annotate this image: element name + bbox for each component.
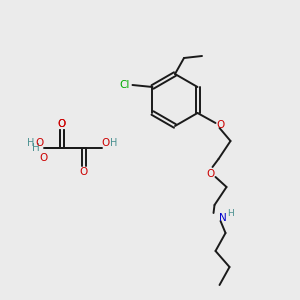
Text: O: O [58,119,66,129]
Text: O: O [216,120,225,130]
Text: O: O [58,119,66,129]
Text: O: O [102,138,110,148]
Text: H: H [110,138,118,148]
Text: O: O [36,138,44,148]
Text: H: H [227,209,234,218]
Text: O: O [206,169,214,179]
Text: H: H [32,143,40,153]
Text: O: O [40,153,48,163]
Text: Cl: Cl [119,80,130,90]
Text: O: O [80,167,88,177]
Text: N: N [219,213,226,223]
Text: H: H [27,138,35,148]
